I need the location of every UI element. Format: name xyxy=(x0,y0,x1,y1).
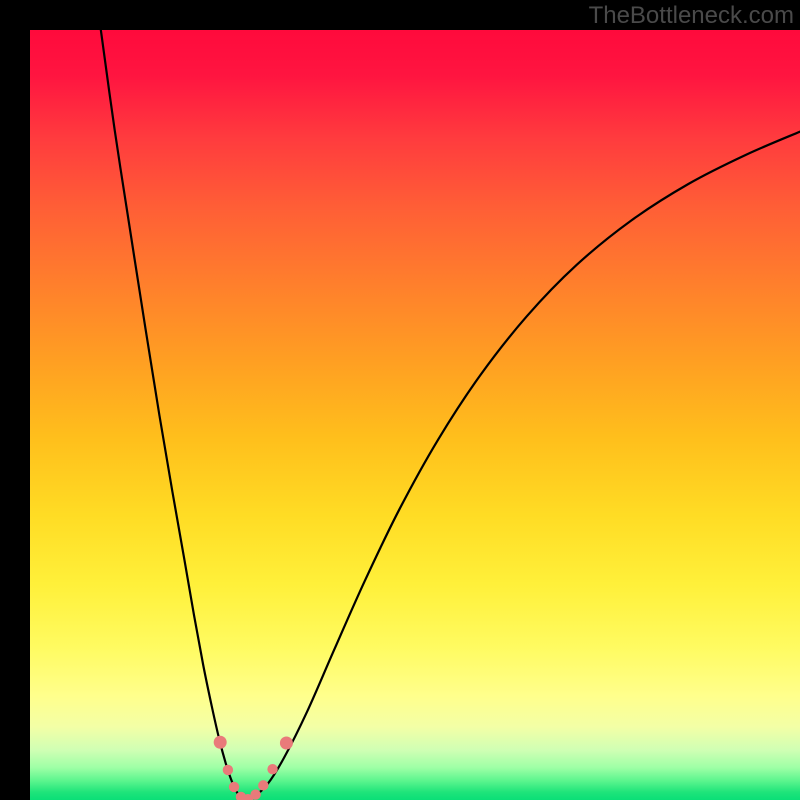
curve-marker xyxy=(250,789,260,799)
curve-marker xyxy=(223,765,233,775)
plot-area xyxy=(30,30,800,800)
curve-marker xyxy=(258,780,268,790)
watermark-text: TheBottleneck.com xyxy=(589,2,794,30)
curve-marker xyxy=(229,782,239,792)
curve-layer xyxy=(30,30,800,800)
curve-marker xyxy=(214,736,227,749)
curve-marker xyxy=(280,737,293,750)
chart-stage: TheBottleneck.com xyxy=(0,0,800,800)
curve-marker xyxy=(267,764,277,774)
bottleneck-curve xyxy=(101,30,800,800)
